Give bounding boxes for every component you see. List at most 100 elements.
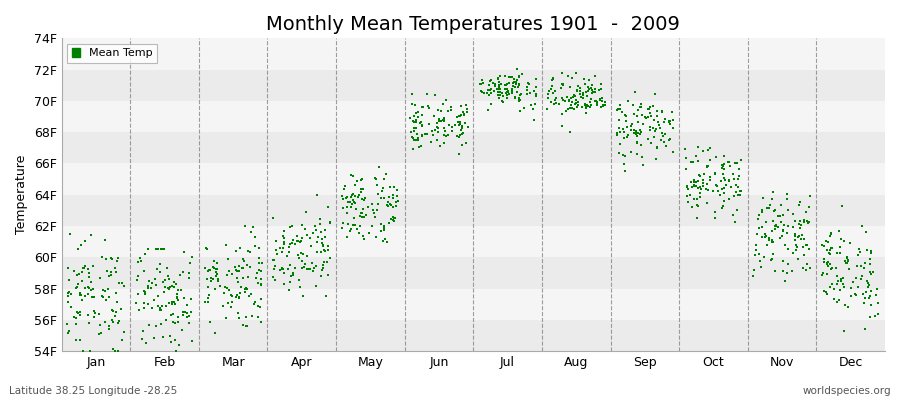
Point <box>822 250 836 256</box>
Point <box>728 160 742 166</box>
Point <box>716 162 730 168</box>
Point <box>690 178 705 184</box>
Point <box>841 254 855 260</box>
Point <box>505 87 519 93</box>
Point <box>631 130 645 136</box>
Point <box>776 212 790 218</box>
Point <box>454 112 468 118</box>
Point <box>367 210 382 216</box>
Point <box>526 106 540 112</box>
Point <box>582 86 597 92</box>
Point <box>98 237 112 243</box>
Point <box>230 267 244 274</box>
Point <box>317 247 331 254</box>
Point <box>409 125 423 131</box>
Point <box>238 323 253 330</box>
Point <box>355 210 369 216</box>
Point <box>690 215 705 222</box>
Point <box>508 84 522 90</box>
Point <box>644 124 658 130</box>
Point <box>680 166 694 173</box>
Point <box>648 90 662 97</box>
Point <box>365 201 380 208</box>
Point <box>105 308 120 314</box>
Point <box>820 290 834 297</box>
Point <box>860 284 875 290</box>
Point <box>132 306 147 313</box>
Point <box>617 168 632 174</box>
Point <box>624 149 638 155</box>
Text: Latitude 38.25 Longitude -28.25: Latitude 38.25 Longitude -28.25 <box>9 386 177 396</box>
Point <box>100 268 114 275</box>
Point <box>617 161 632 168</box>
Point <box>838 258 852 264</box>
Point <box>335 225 349 232</box>
Point <box>619 124 634 130</box>
Point <box>823 284 837 291</box>
Point <box>626 101 641 108</box>
Point <box>283 224 297 230</box>
Point <box>483 86 498 92</box>
Point <box>341 221 356 228</box>
Point <box>558 98 572 104</box>
Point <box>104 255 118 262</box>
Point <box>482 92 496 98</box>
Point <box>654 109 669 115</box>
Point <box>80 284 94 290</box>
Point <box>233 283 248 290</box>
Point <box>285 270 300 276</box>
Point <box>773 235 788 242</box>
Point <box>506 80 520 86</box>
Point <box>198 265 212 272</box>
Point <box>68 337 83 343</box>
Point <box>437 140 452 147</box>
Point <box>641 136 655 142</box>
Point <box>831 278 845 284</box>
Point <box>734 192 748 198</box>
Point <box>512 98 526 104</box>
Point <box>612 150 626 156</box>
Point <box>629 150 643 157</box>
Point <box>436 118 451 124</box>
Point <box>554 123 569 129</box>
Point <box>491 76 505 82</box>
Point <box>148 246 163 253</box>
Point <box>231 315 246 321</box>
Point <box>541 91 555 98</box>
Point <box>273 267 287 274</box>
Point <box>819 289 833 296</box>
Point <box>556 81 571 87</box>
Point <box>376 184 391 191</box>
Point <box>610 106 625 113</box>
Point <box>292 255 306 261</box>
Point <box>436 117 450 123</box>
Point <box>110 299 124 305</box>
Point <box>850 263 864 270</box>
Point <box>541 94 555 101</box>
Point <box>356 233 370 240</box>
Point <box>415 112 429 118</box>
Point <box>362 230 376 236</box>
Point <box>817 288 832 294</box>
Point <box>716 163 730 169</box>
Point <box>420 91 435 97</box>
Point <box>571 99 585 105</box>
Point <box>60 265 75 271</box>
Point <box>165 298 179 305</box>
Point <box>657 119 671 126</box>
Point <box>61 290 76 296</box>
Point <box>563 83 578 90</box>
Point <box>113 306 128 312</box>
Bar <box>61 38 885 70</box>
Point <box>496 99 510 106</box>
Point <box>707 215 722 221</box>
Point <box>206 264 220 270</box>
Point <box>556 96 571 103</box>
Point <box>542 88 556 94</box>
Point <box>380 238 394 245</box>
Point <box>868 312 882 319</box>
Point <box>864 250 878 256</box>
Point <box>304 242 319 249</box>
Point <box>316 242 330 248</box>
Point <box>699 164 714 170</box>
